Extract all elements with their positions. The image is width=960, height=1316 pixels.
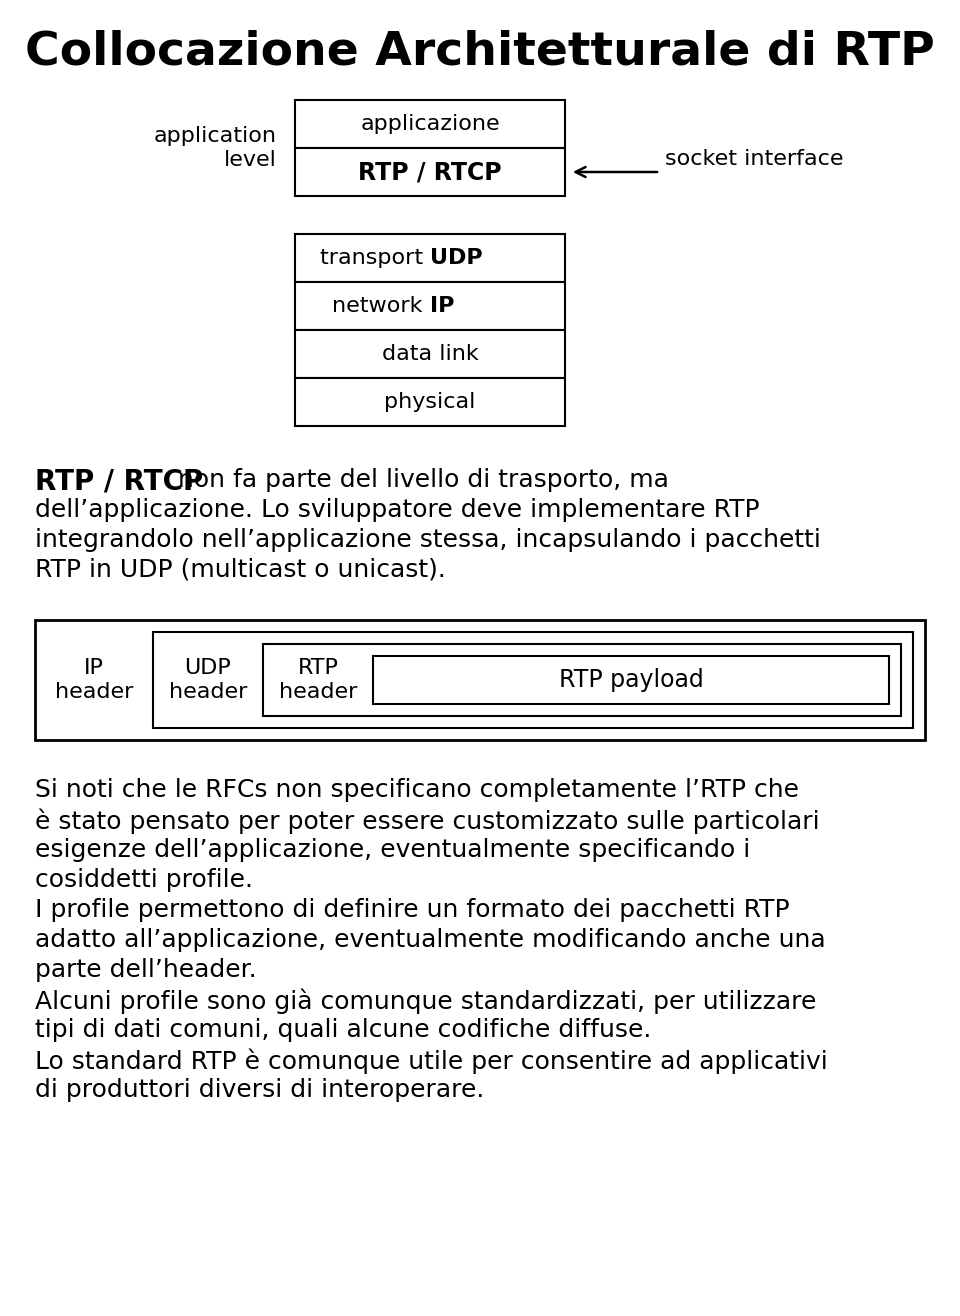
Text: RTP payload: RTP payload bbox=[559, 669, 704, 692]
Bar bbox=[295, 378, 565, 426]
Bar bbox=[295, 100, 565, 147]
Text: è stato pensato per poter essere customizzato sulle particolari: è stato pensato per poter essere customi… bbox=[35, 808, 820, 833]
Text: UDP
header: UDP header bbox=[169, 658, 247, 701]
Text: network: network bbox=[332, 296, 430, 316]
Bar bbox=[153, 632, 913, 728]
Text: physical: physical bbox=[384, 392, 476, 412]
Text: transport: transport bbox=[320, 247, 430, 268]
Text: Alcuni profile sono già comunque standardizzati, per utilizzare: Alcuni profile sono già comunque standar… bbox=[35, 988, 816, 1013]
Text: application: application bbox=[154, 126, 277, 146]
Text: applicazione: applicazione bbox=[360, 114, 500, 134]
Text: data link: data link bbox=[382, 343, 478, 365]
Text: IP
header: IP header bbox=[55, 658, 133, 701]
Text: IP: IP bbox=[430, 296, 454, 316]
Bar bbox=[263, 644, 901, 716]
Text: tipi di dati comuni, quali alcune codifiche diffuse.: tipi di dati comuni, quali alcune codifi… bbox=[35, 1019, 652, 1042]
Text: UDP: UDP bbox=[430, 247, 483, 268]
Text: RTP / RTCP: RTP / RTCP bbox=[358, 161, 502, 184]
Text: dell’applicazione. Lo sviluppatore deve implementare RTP: dell’applicazione. Lo sviluppatore deve … bbox=[35, 497, 759, 522]
Text: cosiddetti profile.: cosiddetti profile. bbox=[35, 869, 253, 892]
Bar bbox=[35, 620, 925, 740]
Text: Collocazione Architetturale di RTP: Collocazione Architetturale di RTP bbox=[25, 29, 935, 75]
Text: Si noti che le RFCs non specificano completamente l’RTP che: Si noti che le RFCs non specificano comp… bbox=[35, 778, 799, 801]
Text: adatto all’applicazione, eventualmente modificando anche una: adatto all’applicazione, eventualmente m… bbox=[35, 928, 826, 951]
Text: level: level bbox=[224, 150, 277, 170]
Text: socket interface: socket interface bbox=[665, 149, 844, 168]
Text: integrandolo nell’applicazione stessa, incapsulando i pacchetti: integrandolo nell’applicazione stessa, i… bbox=[35, 528, 821, 551]
Text: RTP / RTCP: RTP / RTCP bbox=[35, 468, 204, 496]
Text: esigenze dell’applicazione, eventualmente specificando i: esigenze dell’applicazione, eventualment… bbox=[35, 838, 751, 862]
Bar bbox=[295, 282, 565, 330]
Text: di produttori diversi di interoperare.: di produttori diversi di interoperare. bbox=[35, 1078, 485, 1101]
Bar bbox=[295, 330, 565, 378]
Text: parte dell’header.: parte dell’header. bbox=[35, 958, 256, 982]
Text: RTP
header: RTP header bbox=[278, 658, 357, 701]
Bar bbox=[295, 147, 565, 196]
Bar bbox=[373, 655, 889, 704]
Text: I profile permettono di definire un formato dei pacchetti RTP: I profile permettono di definire un form… bbox=[35, 898, 790, 923]
Bar bbox=[295, 234, 565, 282]
Text: RTP in UDP (multicast o unicast).: RTP in UDP (multicast o unicast). bbox=[35, 558, 445, 582]
Text: Lo standard RTP è comunque utile per consentire ad applicativi: Lo standard RTP è comunque utile per con… bbox=[35, 1048, 828, 1074]
Text: non fa parte del livello di trasporto, ma: non fa parte del livello di trasporto, m… bbox=[170, 468, 669, 492]
